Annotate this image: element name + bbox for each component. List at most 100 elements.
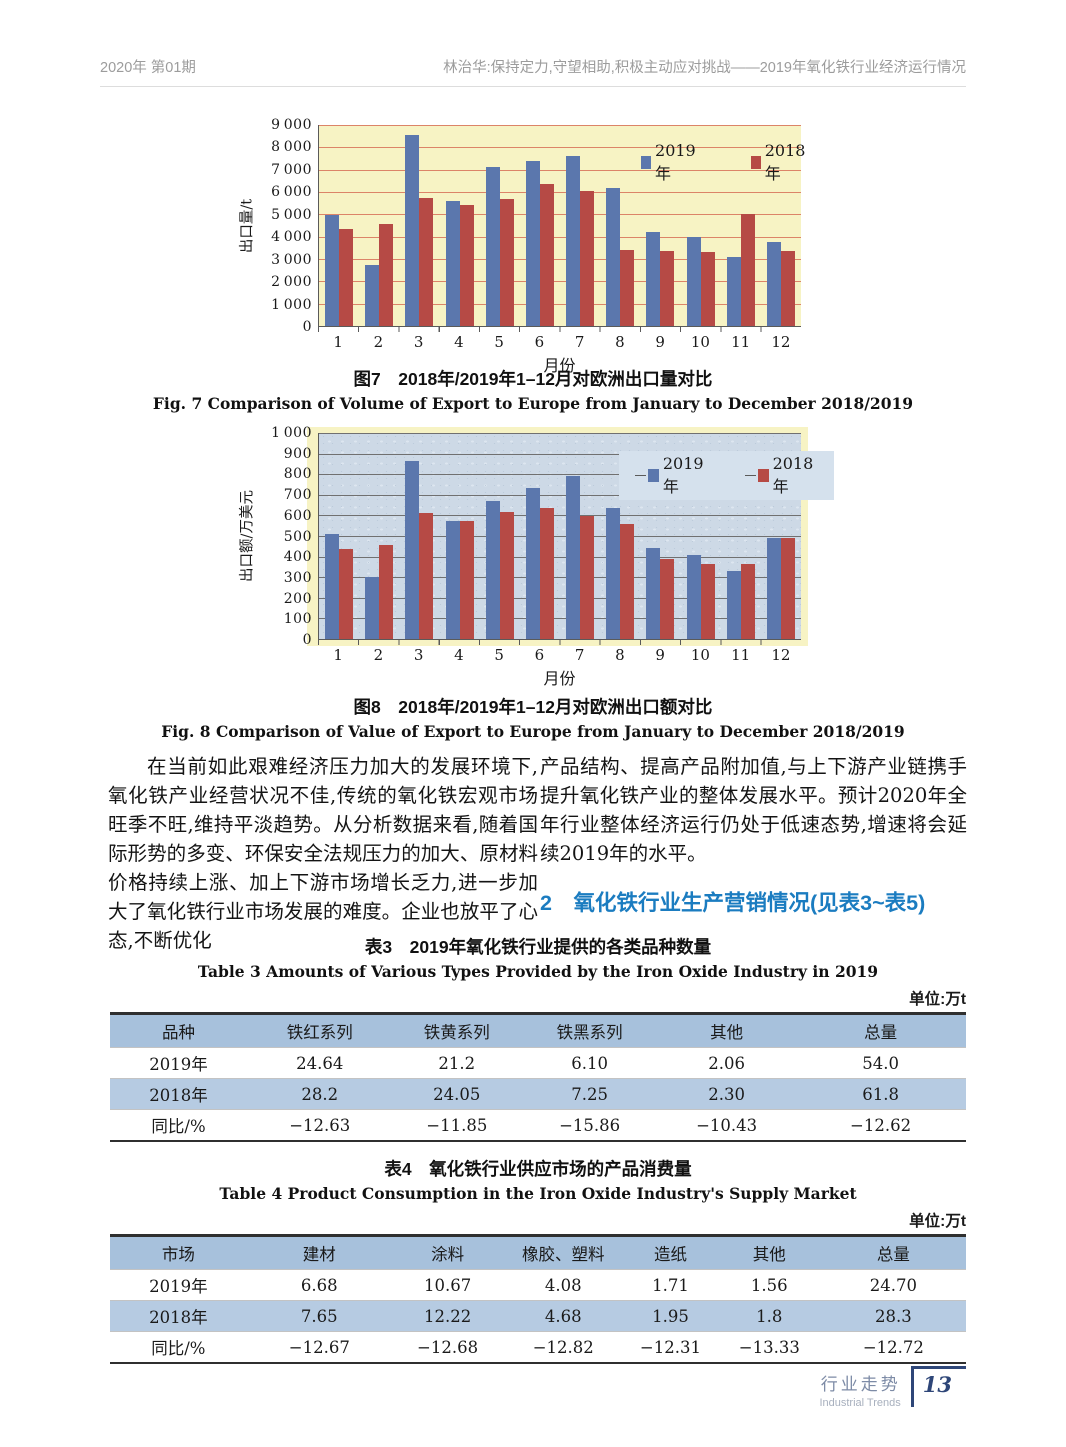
table-cell: 7.25 [521,1078,659,1110]
bar-2018年 [740,214,755,326]
gridline [319,618,801,620]
bar-group [319,433,359,639]
table-cell: 同比/% [110,1331,247,1363]
column-header: 铁黄系列 [392,1013,522,1048]
fig8-x-tickmarks [318,640,801,645]
gridline [319,597,801,599]
bar-group [359,125,399,326]
table3-caption-cn: 表3 2019年氧化铁行业提供的各类品种数量 [364,937,712,957]
bar-2018年 [459,205,474,326]
bar-group [721,125,761,326]
bar-2019年 [766,242,781,326]
bar-group [480,433,520,639]
bar-group [359,433,399,639]
table-cell: 4.68 [503,1300,624,1332]
gridline [319,433,801,434]
legend-item-2018: 2018年 [750,141,809,184]
table-cell: 2018年 [110,1078,248,1110]
table-cell: 54.0 [795,1047,966,1079]
y-tick-label: 0 [302,319,312,335]
fig7-x-tickmarks [318,327,801,332]
footer-section: 行业走势 Industrial Trends [819,1370,900,1409]
bar-2019年 [445,520,460,639]
bar-group [560,433,600,639]
x-tick-label: 12 [771,646,791,664]
bar-2019年 [766,537,781,639]
table-cell: 24.70 [820,1269,966,1301]
bar-2018年 [379,224,394,326]
x-tick-label: 7 [574,646,585,664]
bar-group [761,125,801,326]
table-cell: −13.33 [717,1331,821,1363]
bar-2019年 [606,187,621,326]
bar-2018年 [539,184,554,326]
gridline [319,125,801,126]
bar-group [520,125,560,326]
table4-unit-label: 单位:万t [909,1213,966,1230]
y-tick-label: 4 000 [271,229,312,246]
running-title: 林治华:保持定力,守望相助,积极主动应对挑战——2019年氧化铁行业经济运行情况 [443,60,966,76]
fig7-y-ticks: 0 1 000 2 000 3 000 4 000 5 000 6 000 7 000 8 00… [230,117,312,335]
y-tick-label: 1 000 [271,296,312,313]
y-tick-label: 700 [283,487,312,504]
x-tick-label: 6 [534,646,545,664]
bar-2019年 [566,156,581,326]
table-cell: 6.68 [246,1269,392,1301]
legend-item-2019: 2019年 [641,141,699,184]
y-tick-label: 500 [283,528,312,545]
table-cell: 2.06 [658,1047,796,1079]
column-header: 市场 [110,1235,247,1270]
x-tick-label: 3 [413,646,424,664]
legend-swatch-2018 [758,469,769,482]
table4-header-row: 市场 建材 涂料 橡胶、塑料 造纸 其他 总量 [110,1235,966,1270]
page-header: 2020年 第01期 林治华:保持定力,守望相助,积极主动应对挑战——2019年… [100,56,966,77]
column-header: 品种 [110,1013,248,1048]
table-cell: 1.56 [717,1269,821,1301]
table-cell: 1.71 [623,1269,718,1301]
table3-unit-label: 单位:万t [909,991,966,1008]
gridline [319,474,801,476]
fig7-caption-en: Fig. 7 Comparison of Volume of Export to… [152,394,914,413]
column-header: 建材 [246,1235,392,1270]
y-tick-label: 7 000 [271,161,312,178]
bar-group [681,125,721,326]
x-tick-label: 4 [454,646,464,664]
x-tick-label: 1 [333,646,343,664]
table-row: 2018年 7.65 12.22 4.68 1.95 1.8 28.3 [110,1300,966,1332]
table-cell: −12.63 [247,1109,393,1141]
x-tick-label: 8 [615,646,625,664]
bar-group [440,433,480,639]
table-cell: −10.43 [658,1109,796,1141]
column-header: 总量 [820,1235,966,1270]
y-tick-label: 2 000 [271,274,312,291]
fig7-caption-cn: 图7 2018年/2019年1–12月对欧洲出口量对比 [353,369,713,389]
bar-2018年 [580,190,595,326]
fig8-legend: 2019年 2018年 [619,451,835,500]
bar-2018年 [780,251,795,326]
bar-2018年 [620,250,635,326]
table4: 市场 建材 涂料 橡胶、塑料 造纸 其他 总量 2019年 6.68 10.67 4.08 1.71… [110,1234,966,1364]
page-footer: 行业走势 Industrial Trends 13 [819,1366,966,1409]
bar-2019年 [365,577,380,639]
section-heading: 2 氧化铁行业生产营销情况(见表3~表5) [540,891,926,915]
x-tick-label: 1 [333,333,343,351]
x-tick-label: 9 [655,333,665,351]
gridline [319,147,801,149]
fig7-bars [319,125,801,326]
gridline [319,169,801,171]
gridline [319,214,801,216]
bar-group [560,125,600,326]
table-cell: −11.85 [392,1109,522,1141]
gridline [319,191,801,193]
fig8-plot-area: 2019年 2018年 [318,433,835,640]
x-tick-label: 2 [373,646,384,664]
table-cell: 1.95 [623,1300,718,1332]
body-column-right: 产品结构、提高产品附加值,与上下游产业链携手提升氧化铁产业的整体发展水平。预计2… [540,752,967,918]
bar-2019年 [726,256,741,326]
table-cell: 28.3 [820,1300,966,1332]
column-header: 橡胶、塑料 [503,1235,624,1270]
bar-2018年 [419,197,434,326]
legend-label-2019: 2019年 [655,141,696,183]
gridline [319,577,801,579]
bar-2019年 [485,167,500,326]
